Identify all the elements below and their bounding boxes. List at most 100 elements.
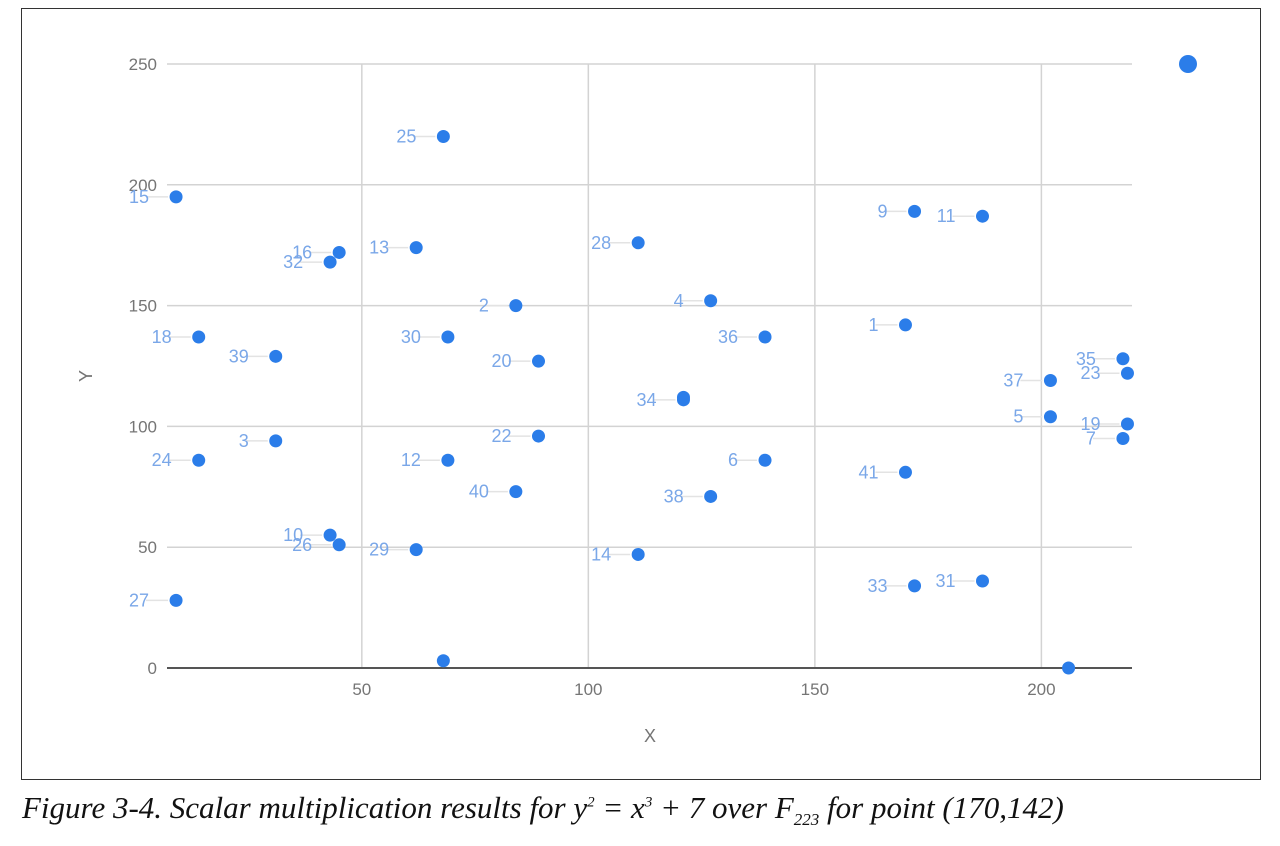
data-point	[436, 654, 450, 668]
point-label: 5	[1013, 407, 1023, 427]
data-point	[704, 294, 718, 308]
x-tick-label: 200	[1027, 680, 1055, 699]
data-point	[975, 574, 989, 588]
point-label: 30	[401, 327, 421, 347]
point-label: 38	[664, 486, 684, 506]
point-label: 3	[239, 431, 249, 451]
data-point	[332, 245, 346, 259]
data-point	[192, 453, 206, 467]
data-point	[1120, 366, 1134, 380]
point-label: 20	[491, 351, 511, 371]
y-tick-label: 100	[129, 417, 157, 436]
data-point	[631, 547, 645, 561]
point-label: 36	[718, 327, 738, 347]
caption-suffix: for point (170,142)	[819, 790, 1064, 825]
point-label: 19	[1080, 414, 1100, 434]
data-point	[332, 538, 346, 552]
point-label: 37	[1003, 370, 1023, 390]
x-tick-label: 100	[574, 680, 602, 699]
point-label: 41	[858, 462, 878, 482]
point-label: 18	[152, 327, 172, 347]
point-label: 4	[674, 291, 684, 311]
data-point	[1116, 431, 1130, 445]
point-label: 1	[868, 315, 878, 335]
point-label: 35	[1076, 349, 1096, 369]
y-axis-title: Y	[76, 370, 96, 382]
data-point	[441, 330, 455, 344]
label-leaders	[146, 135, 1120, 602]
y-tick-label: 250	[129, 55, 157, 74]
chart-frame: 0 50 100 150 200 250 50 100 150 200 1 2 3 4 5 6 7 9 10 11 1…	[21, 8, 1261, 780]
data-point	[409, 543, 423, 557]
caption-subscript: 223	[793, 810, 820, 830]
point-labels: 1234567910111213141516181920222324252627…	[129, 126, 1100, 610]
legend-marker	[1179, 55, 1197, 73]
data-point	[898, 318, 912, 332]
data-point	[269, 349, 283, 363]
data-point	[908, 579, 922, 593]
data-point	[192, 330, 206, 344]
data-point	[676, 390, 690, 404]
point-label: 34	[636, 390, 656, 410]
data-point	[758, 453, 772, 467]
point-label: 27	[129, 590, 149, 610]
data-point	[1062, 661, 1076, 675]
data-point	[1043, 373, 1057, 387]
data-point	[323, 255, 337, 269]
caption-prefix: Figure 3-4. Scalar multiplication result…	[22, 790, 588, 825]
data-point	[1120, 417, 1134, 431]
data-point	[1043, 410, 1057, 424]
point-label: 14	[591, 544, 611, 564]
data-point	[898, 465, 912, 479]
caption-mid-2: + 7 over F	[652, 790, 794, 825]
point-label: 28	[591, 233, 611, 253]
data-point	[975, 209, 989, 223]
grid	[167, 63, 1132, 668]
x-axis-title: X	[644, 726, 656, 746]
point-label: 22	[491, 426, 511, 446]
data-point	[509, 299, 523, 313]
point-label: 16	[292, 242, 312, 262]
point-label: 25	[396, 126, 416, 146]
y-tick-label: 150	[129, 297, 157, 316]
point-label: 29	[369, 540, 389, 560]
point-label: 31	[935, 571, 955, 591]
data-points	[169, 129, 1134, 675]
data-point	[532, 429, 546, 443]
point-label: 26	[292, 535, 312, 555]
data-point	[758, 330, 772, 344]
point-label: 10	[283, 525, 303, 545]
data-point	[269, 434, 283, 448]
point-label: 39	[229, 346, 249, 366]
point-label: 9	[878, 201, 888, 221]
data-point	[323, 528, 337, 542]
point-label: 33	[868, 576, 888, 596]
data-point	[169, 593, 183, 607]
data-point	[631, 236, 645, 250]
data-point	[532, 354, 546, 368]
data-point	[169, 190, 183, 204]
data-point	[509, 485, 523, 499]
point-label: 23	[1080, 363, 1100, 383]
point-label: 40	[469, 482, 489, 502]
point-label: 32	[283, 252, 303, 272]
data-point	[436, 129, 450, 143]
data-point	[409, 241, 423, 255]
point-label: 2	[479, 296, 489, 316]
y-tick-label: 200	[129, 176, 157, 195]
point-label: 12	[401, 450, 421, 470]
axes: 0 50 100 150 200 250 50 100 150 200	[129, 55, 1132, 699]
data-point	[908, 204, 922, 218]
figure-caption: Figure 3-4. Scalar multiplication result…	[22, 790, 1064, 830]
y-tick-label: 0	[148, 659, 157, 678]
point-label: 7	[1086, 428, 1096, 448]
caption-exponent-1: 2	[587, 794, 595, 811]
y-tick-label: 50	[138, 538, 157, 557]
point-label: 11	[937, 206, 956, 226]
point-label: 13	[369, 238, 389, 258]
data-point	[441, 453, 455, 467]
point-label: 15	[129, 187, 149, 207]
x-tick-label: 150	[801, 680, 829, 699]
point-label: 6	[728, 450, 738, 470]
